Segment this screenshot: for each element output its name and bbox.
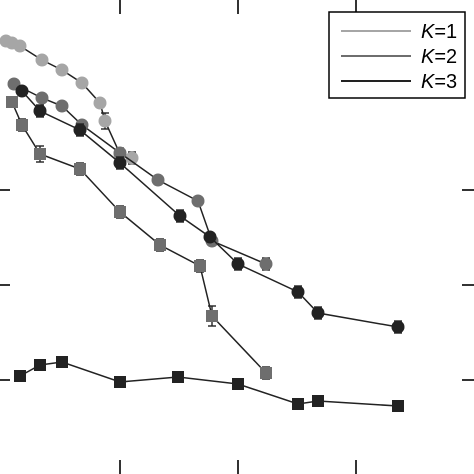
data-point <box>260 367 272 379</box>
data-point <box>113 156 127 170</box>
data-point <box>203 230 217 244</box>
data-point <box>291 285 305 299</box>
legend-label: K=1 <box>421 21 457 43</box>
data-point <box>259 257 273 271</box>
series-line <box>21 90 399 328</box>
data-point <box>312 395 324 407</box>
data-point <box>13 39 27 53</box>
data-point <box>93 96 107 110</box>
legend: K=1 K=2 K=3 <box>328 11 466 99</box>
data-point <box>391 320 405 334</box>
data-point <box>74 163 86 175</box>
data-point <box>14 370 26 382</box>
data-point <box>34 359 46 371</box>
series-2 <box>7 77 273 271</box>
data-point <box>56 356 68 368</box>
data-point <box>173 209 187 223</box>
data-point <box>392 400 404 412</box>
data-point <box>172 371 184 383</box>
data-point <box>232 378 244 390</box>
data-point <box>151 173 165 187</box>
legend-label: K=2 <box>421 46 457 68</box>
series-layer <box>0 34 405 412</box>
data-point <box>73 123 87 137</box>
data-point <box>55 99 69 113</box>
data-point <box>292 398 304 410</box>
data-point <box>6 96 18 108</box>
series-5 <box>14 356 404 412</box>
data-point <box>34 148 46 160</box>
data-point <box>206 310 218 322</box>
data-point <box>98 114 112 128</box>
data-point <box>15 84 29 98</box>
data-point <box>311 306 325 320</box>
data-point <box>231 257 245 271</box>
series-3 <box>15 84 405 334</box>
data-point <box>75 76 89 90</box>
data-point <box>154 239 166 251</box>
data-point <box>33 104 47 118</box>
data-point <box>114 376 126 388</box>
data-point <box>35 53 49 67</box>
data-point <box>125 151 139 165</box>
data-point <box>113 146 127 160</box>
legend-label: K=3 <box>421 71 457 93</box>
series-4 <box>6 96 272 380</box>
data-point <box>114 206 126 218</box>
data-point <box>35 91 49 105</box>
data-point <box>55 63 69 77</box>
data-point <box>16 119 28 131</box>
data-point <box>194 260 206 272</box>
data-point <box>191 194 205 208</box>
